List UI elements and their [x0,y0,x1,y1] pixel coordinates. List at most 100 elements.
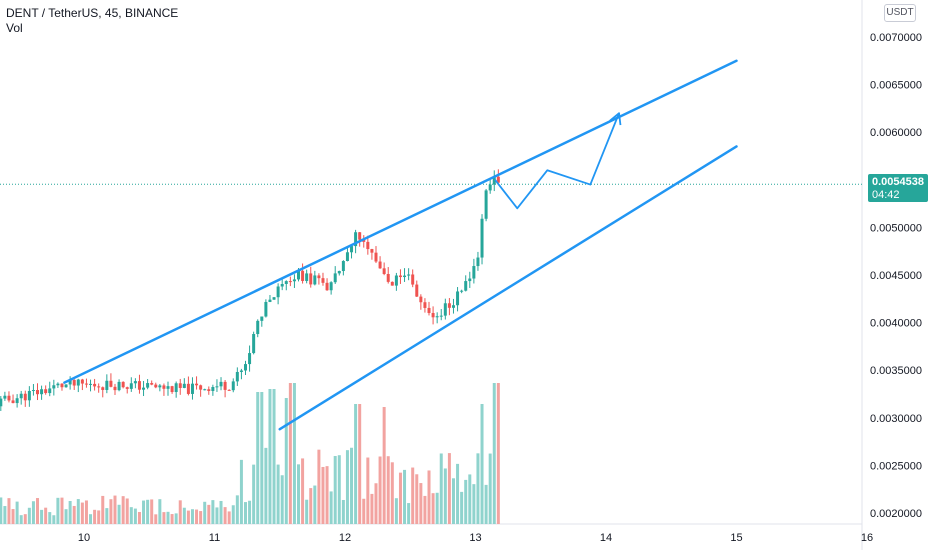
volume-bar [403,469,407,524]
candle-body [305,273,309,281]
candle-body [199,385,203,390]
volume-bar [460,491,464,524]
volume-bar [260,392,264,524]
volume-bar [137,511,141,524]
volume-bar [439,453,443,524]
volume-bar [199,511,203,524]
candle-body [133,381,137,384]
volume-bar [154,514,158,524]
volume-bar [76,499,80,524]
projection-path[interactable] [494,112,620,210]
candle-body [154,384,158,388]
volume-bar [215,507,219,524]
candle-body [142,387,146,390]
candle-body [451,305,455,308]
candle-body [170,386,174,393]
candle-body [215,386,219,388]
candle-body [64,384,68,388]
volume-bar [464,479,468,524]
volume-bar [488,453,492,524]
candle-body [297,270,301,280]
price-tick-label: 0.0065000 [870,80,922,92]
candle-body [97,386,101,388]
candle-body [460,290,464,292]
volume-bar [378,456,382,524]
volume-bar [178,500,182,524]
volume-bar [382,407,386,524]
candle-body [15,398,19,404]
projection-arrowhead [609,112,622,126]
candle-body [435,316,439,318]
volume-bar [219,500,223,524]
volume-bar [292,383,296,524]
volume-bar [280,475,284,524]
currency-button[interactable]: USDT [884,4,916,22]
volume-bar [64,509,68,524]
candle-body [317,275,321,279]
candle-body [19,393,23,399]
volume-bar [166,511,170,524]
volume-bar [362,498,366,524]
candle-body [227,389,231,391]
candle-body [207,389,211,391]
volume-bar [337,455,341,524]
candle-body [11,400,15,404]
candle-body [484,190,488,219]
candle-body [117,381,121,391]
lower-channel-line[interactable] [278,145,738,431]
candle-body [68,379,72,385]
volume-bar [419,483,423,524]
candle-body [362,239,366,242]
candle-body [276,286,280,298]
volume-bar [203,501,207,524]
candle-body [354,232,358,247]
price-axis[interactable]: 0.00700000.00650000.00600000.00550000.00… [870,32,922,520]
candle-body [394,275,398,286]
candle-body [178,383,182,388]
volume-bar [174,513,178,524]
volume-bar [68,501,72,524]
candle-body [248,353,252,365]
volume-bar [211,500,215,524]
candle-body [407,274,411,276]
volume-bar [109,499,113,524]
volume-bar [472,484,476,524]
volume-bar [36,498,40,524]
volume-bar [15,501,19,524]
volume-bar [366,457,370,524]
candle-body [195,383,199,386]
candle-body [190,383,194,394]
price-tick-label: 0.0020000 [870,508,922,520]
candle-body [36,390,40,395]
candle-body [439,315,443,317]
volume-bar [480,404,484,524]
price-tick-label: 0.0045000 [870,270,922,282]
volume-bar [358,404,362,524]
volume-bar [162,512,166,524]
drawings[interactable] [63,59,738,431]
candle-body [472,266,476,279]
candle-body [492,176,496,185]
upper-channel-line[interactable] [63,59,738,384]
candle-body [40,389,44,395]
time-axis[interactable]: 10 11 12 13 14 15 16 [78,532,873,544]
candle-body [243,364,247,371]
time-tick-label: 10 [78,532,90,544]
volume-bar [158,499,162,524]
candle-body [329,282,333,291]
volume-bar [101,495,105,524]
candle-body [235,371,239,382]
volume-bar [456,463,460,524]
candle-body [280,283,284,287]
volume-bar [350,447,354,524]
candle-body [447,303,451,308]
candle-body [80,379,84,384]
candle-body [52,385,56,389]
volume-indicator-label: Vol [6,21,23,35]
volume-bar [411,467,415,524]
volume-bar [150,499,154,524]
volume-bar [268,389,272,524]
candle-body [48,388,52,394]
candle-body [488,184,492,191]
